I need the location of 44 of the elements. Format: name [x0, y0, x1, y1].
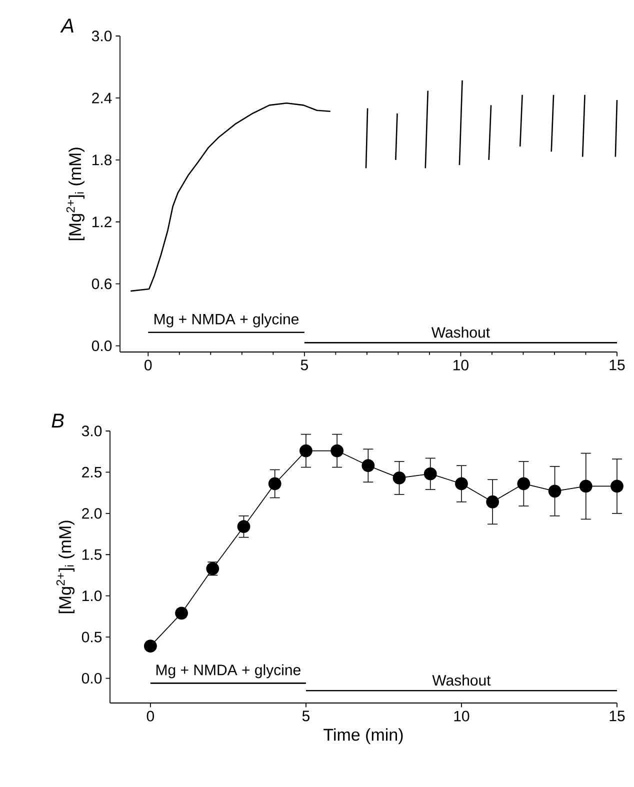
x-tick-label: 15: [610, 360, 625, 370]
point: [486, 495, 500, 508]
x-tick-label: 0: [144, 360, 152, 370]
point: [455, 477, 468, 490]
point: [300, 444, 312, 458]
y-tick-label: 0.6: [92, 278, 112, 290]
y-tick-label: 3.0: [92, 30, 112, 42]
point: [579, 480, 592, 493]
point: [144, 640, 157, 653]
y-tick-label: 0.5: [82, 632, 102, 642]
y-tick-label: 1.8: [92, 154, 112, 166]
x-tick-label: 10: [454, 360, 468, 370]
chart-title: A: [60, 18, 74, 32]
y-tick-label: 2.0: [82, 508, 102, 519]
point: [517, 477, 530, 490]
series-label: Mg + NMDA + glycine: [154, 313, 299, 328]
y-tick-label: 1.5: [82, 549, 102, 560]
point: [362, 459, 375, 472]
point: [610, 480, 624, 493]
x-tick-label: 5: [300, 360, 308, 370]
point: [330, 444, 344, 458]
y-axis-title: [Mg$^{2+}$]$_{i}$ (mM): [66, 148, 84, 240]
point: [268, 477, 282, 490]
chart-title: B: [52, 414, 64, 428]
y-tick-label: 3.0: [82, 426, 102, 436]
x-tick-label: 5: [302, 710, 310, 722]
point: [548, 484, 562, 498]
point: [424, 467, 437, 480]
x-tick-label: 10: [454, 710, 470, 722]
y-tick-label: 1.2: [92, 216, 112, 228]
series-label: Washout: [431, 326, 490, 338]
y-axis-title: [Mg$^{2+}$]$_{i}$ (mM): [56, 520, 74, 614]
y-tick-label: 1.0: [82, 590, 102, 602]
point: [392, 472, 406, 484]
y-tick-label: 2.4: [92, 92, 112, 104]
y-tick-label: 0.0: [82, 672, 102, 684]
y-tick-label: 0.0: [92, 340, 112, 352]
x-axis-title: Time (min): [324, 728, 403, 744]
series-label: Mg + NMDA + glycine: [156, 664, 300, 678]
point: [237, 520, 250, 534]
series-label: Washout: [432, 674, 491, 686]
x-tick-label: 15: [610, 710, 625, 722]
x-tick-label: 0: [146, 710, 154, 722]
y-tick-label: 2.5: [82, 466, 102, 478]
